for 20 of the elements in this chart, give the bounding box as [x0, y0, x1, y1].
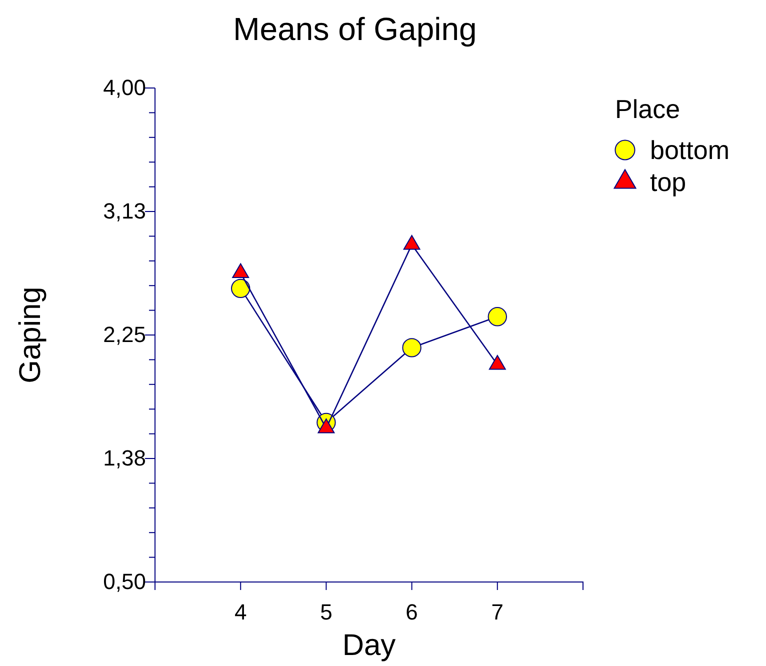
- point: [403, 234, 420, 250]
- y-tick-label: 1,38: [103, 446, 146, 471]
- point: [488, 307, 507, 326]
- legend-title: Place: [615, 94, 680, 124]
- point: [231, 278, 250, 298]
- legend-label: top: [650, 167, 686, 197]
- x-tick-label: 7: [491, 599, 504, 624]
- chart-title: Means of Gaping: [233, 11, 477, 47]
- x-tick-label: 4: [234, 599, 247, 624]
- y-tick-label: 2,25: [103, 322, 146, 348]
- x-tick-label: 6: [406, 599, 418, 624]
- legend-label: bottom: [650, 135, 730, 165]
- point: [232, 263, 250, 278]
- y-tick-label: 4,00: [103, 75, 146, 100]
- x-axis-title: Day: [342, 629, 396, 662]
- y-tick-label: 3,13: [103, 198, 146, 224]
- point: [402, 338, 422, 358]
- y-axis-title: Gaping: [14, 286, 47, 384]
- y-tick-label: 0,50: [103, 569, 146, 594]
- x-tick-label: 5: [320, 599, 332, 624]
